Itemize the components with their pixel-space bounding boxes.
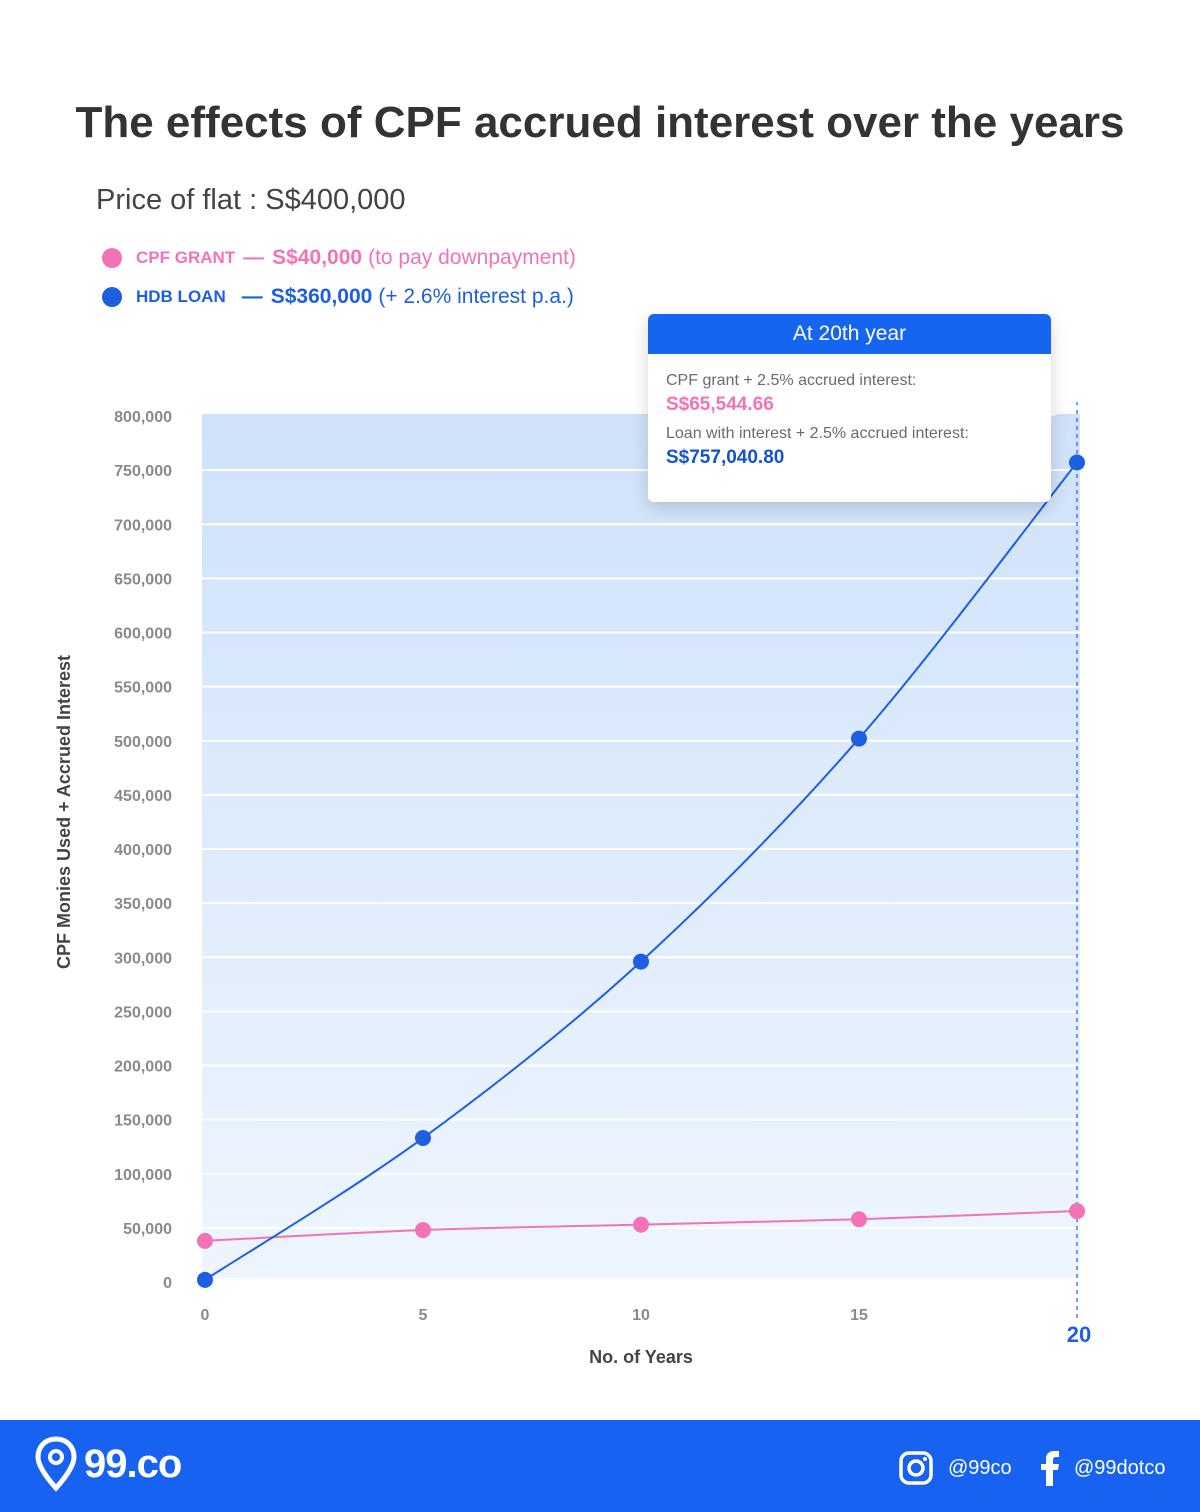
y-tick-label: 50,000 [123, 1221, 172, 1238]
data-point [197, 1232, 213, 1249]
y-tick-label: 750,000 [114, 463, 172, 480]
brand-logo[interactable]: 99.co [34, 1436, 182, 1492]
facebook-link[interactable]: @99dotco [1040, 1450, 1165, 1486]
x-tick-label: 10 [632, 1307, 650, 1324]
x-tick-label: 15 [850, 1307, 868, 1324]
y-tick-label: 200,000 [114, 1059, 172, 1076]
y-tick-label: 700,000 [114, 517, 172, 534]
data-point [851, 730, 867, 747]
instagram-icon [899, 1451, 933, 1485]
data-point [633, 953, 649, 970]
flat-price-subtitle: Price of flat : S$400,000 [96, 184, 406, 216]
callout-header: At 20th year [648, 314, 1051, 354]
logo-text: 99.co [84, 1441, 182, 1486]
x-tick-label: 20 [1067, 1322, 1091, 1347]
callout-pointer [1051, 395, 1079, 417]
y-tick-label: 0 [163, 1275, 172, 1292]
legend-amount: S$40,000 [272, 246, 363, 269]
facebook-handle: @99dotco [1074, 1456, 1166, 1479]
legend-dash: — [241, 285, 263, 308]
y-tick-label: 250,000 [114, 1004, 172, 1021]
year-20-callout: At 20th year CPF grant + 2.5% accrued in… [648, 314, 1051, 502]
legend-note: (+ 2.6% interest p.a.) [378, 285, 574, 308]
footer-bar: 99.co @99co @99dotco [0, 1420, 1200, 1512]
legend-key: CPF GRANT [136, 248, 236, 267]
data-point [633, 1216, 649, 1233]
line-chart: 0 50,000 100,000 150,000 200,000 250,000 300,0… [54, 402, 1092, 1367]
legend-note: (to pay downpayment) [368, 246, 576, 269]
facebook-icon [1041, 1451, 1059, 1486]
data-point [851, 1211, 867, 1228]
callout-loan-value: S$757,040.80 [666, 447, 785, 468]
y-tick-label: 150,000 [114, 1113, 172, 1130]
y-tick-label: 400,000 [114, 842, 172, 859]
y-tick-label: 500,000 [114, 734, 172, 751]
legend-key: HDB LOAN [136, 287, 226, 306]
data-point [1069, 454, 1085, 471]
legend-marker-blue [102, 287, 122, 307]
x-tick-label: 0 [201, 1307, 210, 1324]
y-tick-label: 450,000 [114, 788, 172, 805]
x-axis-ticks: 0 5 10 15 20 [201, 1307, 1092, 1347]
y-tick-label: 600,000 [114, 626, 172, 643]
series-line [204, 461, 1078, 1281]
legend-dash: — [243, 246, 265, 269]
instagram-link[interactable]: @99co [898, 1450, 1012, 1486]
instagram-handle: @99co [948, 1456, 1012, 1479]
legend-marker-pink [102, 248, 122, 268]
data-point [1069, 1203, 1085, 1220]
y-axis-ticks: 0 50,000 100,000 150,000 200,000 250,000 300,0… [114, 409, 172, 1292]
callout-grant-label: CPF grant + 2.5% accrued interest: [666, 372, 917, 389]
data-point [415, 1130, 431, 1147]
location-pin-icon [35, 1436, 77, 1492]
data-point [197, 1271, 213, 1288]
y-tick-label: 350,000 [114, 896, 172, 913]
callout-grant-value: S$65,544.66 [666, 394, 774, 415]
data-point [415, 1222, 431, 1239]
y-tick-label: 650,000 [114, 571, 172, 588]
y-tick-label: 100,000 [114, 1167, 172, 1184]
series-lines [197, 454, 1085, 1288]
chart-title: The effects of CPF accrued interest over… [75, 98, 1125, 147]
plot-area [202, 414, 1080, 1278]
legend-item-hdb-loan: HDB LOAN — S$360,000 (+ 2.6% interest p.… [102, 285, 574, 309]
y-axis-label: CPF Monies Used + Accrued Interest [54, 655, 74, 969]
legend-amount: S$360,000 [270, 285, 373, 308]
y-tick-label: 800,000 [114, 409, 172, 426]
x-axis-label: No. of Years [589, 1347, 693, 1367]
legend-item-cpf-grant: CPF GRANT — S$40,000 (to pay downpayment… [102, 246, 576, 270]
callout-loan-label: Loan with interest + 2.5% accrued intere… [666, 425, 969, 442]
y-tick-label: 300,000 [114, 950, 172, 967]
y-tick-label: 550,000 [114, 680, 172, 697]
x-tick-label: 5 [419, 1307, 428, 1324]
